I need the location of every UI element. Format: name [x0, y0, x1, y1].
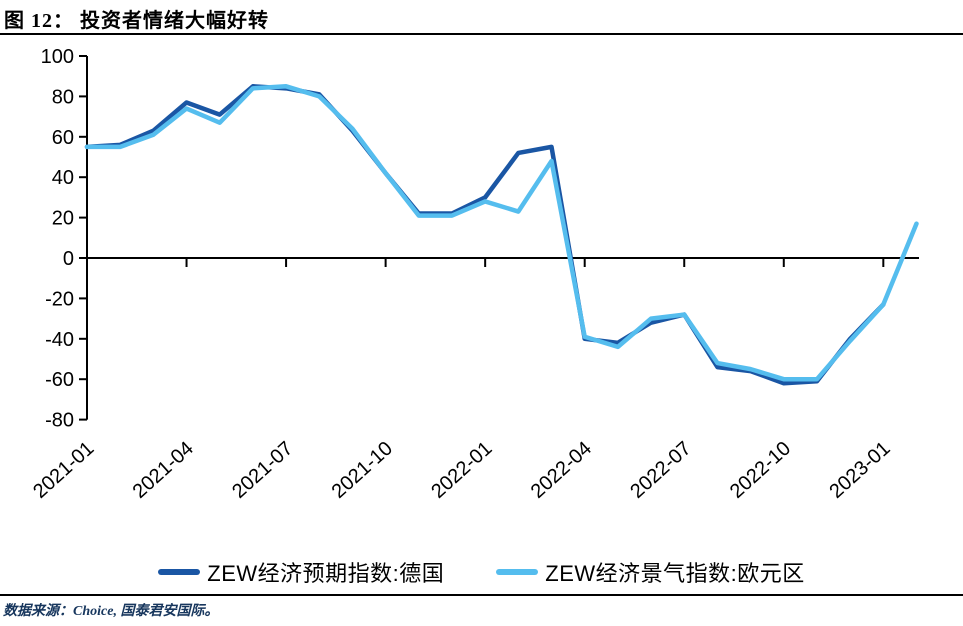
legend-item-germany: ZEW经济预期指数:德国 [158, 556, 444, 588]
germany-line-swatch [158, 569, 201, 575]
eurozone-line-swatch [496, 569, 539, 575]
x-tick-label: 2022-10 [726, 437, 795, 502]
y-tick-label: 80 [52, 86, 74, 108]
page-title: 图 12： 投资者情绪大幅好转 [4, 10, 269, 32]
legend-item-eurozone: ZEW经济景气指数:欧元区 [496, 556, 805, 588]
x-tick-label: 2021-04 [129, 437, 198, 502]
series-line-germany [84, 84, 886, 386]
y-tick-label: -20 [45, 288, 74, 310]
x-tick-label: 2022-01 [427, 437, 496, 502]
x-tick-label: 2022-07 [626, 437, 695, 502]
x-tick-label: 2021-01 [29, 437, 98, 502]
data-source-note: 数据来源：Choice, 国泰君安国际。 [3, 604, 219, 619]
chart-legend: ZEW经济预期指数:德国 ZEW经济景气指数:欧元区 [0, 556, 963, 588]
legend-label-eurozone: ZEW经济景气指数:欧元区 [545, 561, 805, 586]
x-tick-label: 2022-04 [527, 437, 596, 502]
y-tick-label: 100 [41, 46, 74, 68]
axis-labels: 100 80 60 40 20 0 -20 -40 -60 -80 2021-01 2021-04 20… [29, 46, 895, 503]
y-tick-label: 40 [52, 167, 74, 189]
series-line-eurozone [84, 84, 919, 382]
x-tick-label: 2023-01 [825, 437, 894, 502]
y-tick-label: -60 [45, 369, 74, 391]
y-tick-label: -40 [45, 329, 74, 351]
y-tick-label: 0 [63, 248, 74, 270]
x-tick-label: 2021-07 [228, 437, 297, 502]
axes [79, 55, 919, 421]
y-tick-label: 60 [52, 127, 74, 149]
title-divider [0, 33, 963, 35]
x-tick-label: 2021-10 [328, 437, 397, 502]
legend-label-germany: ZEW经济预期指数:德国 [207, 561, 445, 586]
y-tick-label: -80 [45, 410, 74, 432]
footer-divider [0, 594, 963, 596]
sentiment-line-chart: 100 80 60 40 20 0 -20 -40 -60 -80 2021-01 2021-04 20… [29, 46, 919, 503]
y-tick-label: 20 [52, 208, 74, 230]
